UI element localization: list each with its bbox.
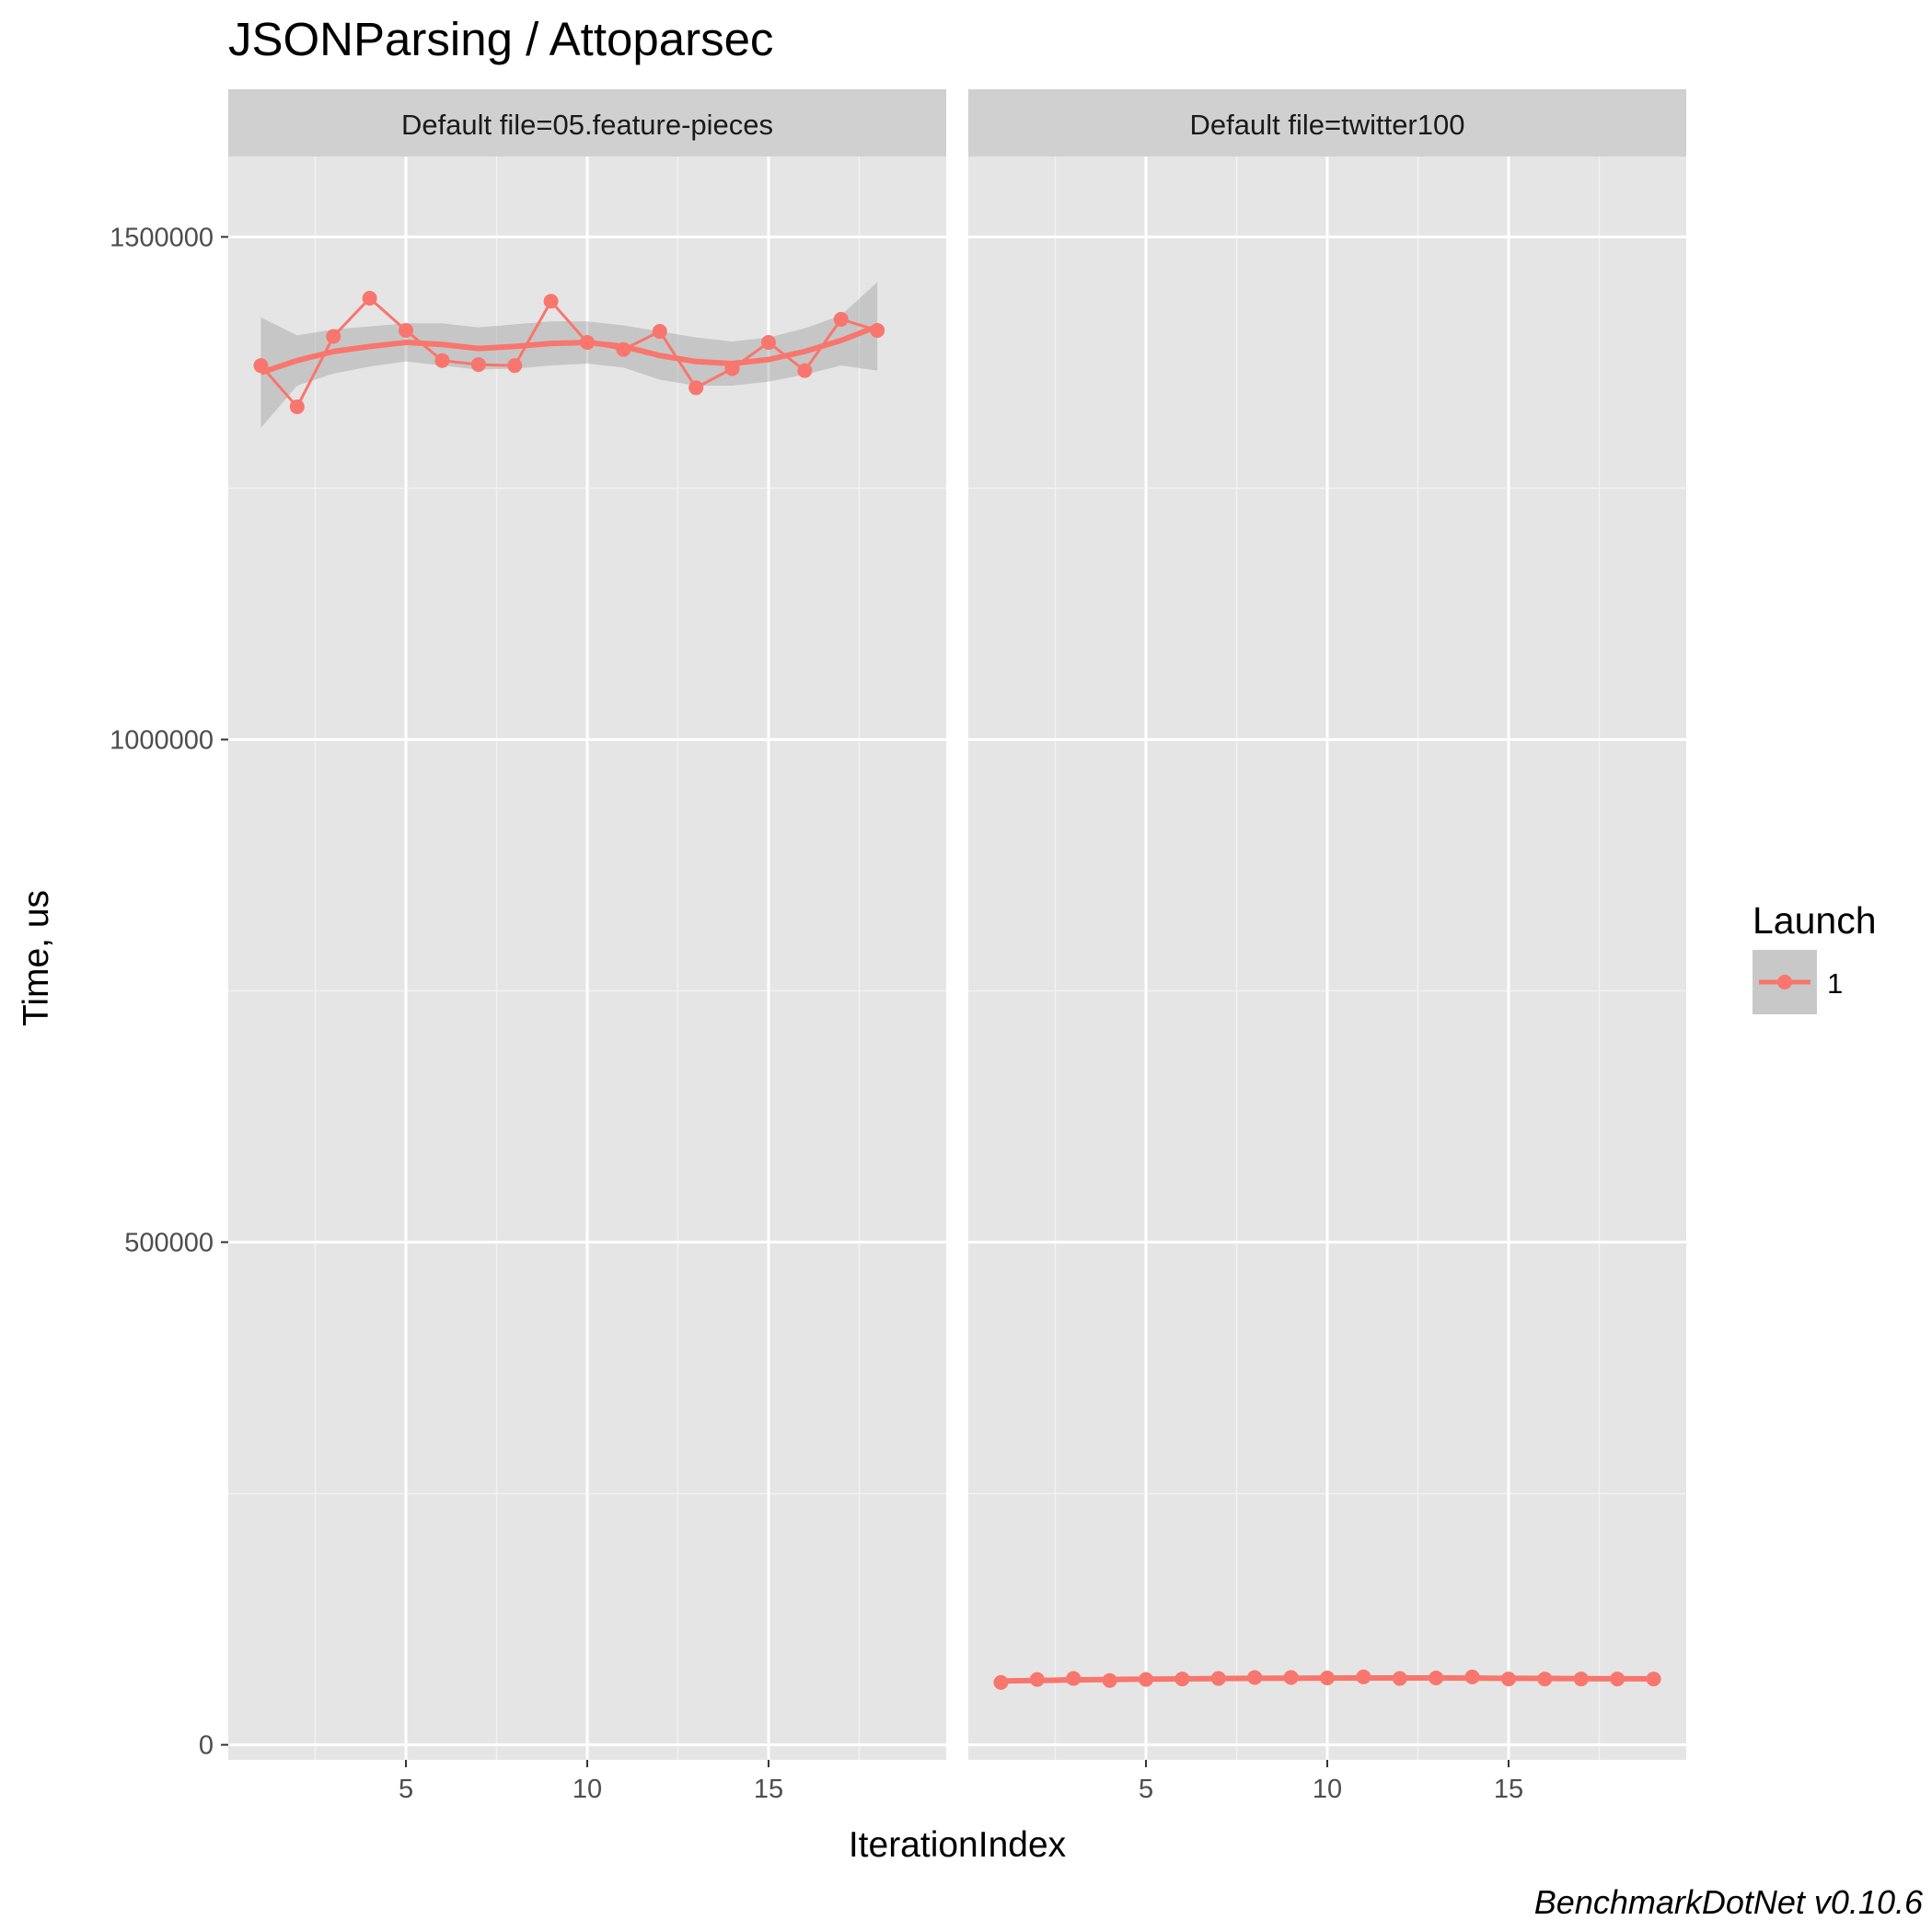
confidence-ribbon (260, 282, 878, 428)
data-point (326, 329, 341, 344)
data-point (1066, 1671, 1082, 1686)
data-point (652, 324, 667, 340)
x-tick-label: 5 (1139, 1775, 1153, 1804)
data-point (1210, 1671, 1226, 1686)
data-point (1356, 1669, 1371, 1684)
data-point (399, 322, 414, 338)
panel-grid (968, 156, 1686, 1760)
data-point (1283, 1670, 1299, 1685)
data-point (1500, 1672, 1516, 1687)
legend-key-point (1777, 975, 1792, 989)
chart-title: JSONParsing / Attoparsec (228, 13, 773, 65)
data-point (1610, 1672, 1625, 1687)
data-point (1464, 1669, 1480, 1684)
data-point (688, 380, 704, 396)
x-axis: 5 10 15 (399, 1760, 783, 1804)
data-point (470, 357, 486, 373)
data-point (507, 358, 523, 374)
data-point (797, 363, 813, 378)
y-axis-title: Time, us (17, 890, 56, 1026)
strip-label: Default file=05.feature-pieces (401, 109, 773, 141)
data-point (1429, 1670, 1444, 1685)
data-point (1174, 1672, 1190, 1687)
data-point (1646, 1672, 1661, 1687)
caption: BenchmarkDotNet v0.10.6 (1534, 1883, 1924, 1921)
data-point (833, 311, 849, 327)
data-point (580, 335, 595, 351)
strip-background (968, 89, 1686, 156)
data-point (362, 290, 377, 306)
series-line (260, 295, 878, 410)
legend-entry-label: 1 (1827, 967, 1843, 1000)
y-tick-label: 1500000 (110, 223, 214, 252)
x-tick-label: 10 (1313, 1775, 1342, 1804)
legend-title: Launch (1753, 899, 1877, 942)
data-point (289, 399, 305, 414)
data-point (616, 341, 631, 357)
data-point (253, 358, 269, 374)
data-point (1537, 1672, 1553, 1687)
data-point (1247, 1670, 1263, 1685)
strip-background (228, 89, 946, 156)
data-point (1573, 1672, 1589, 1687)
data-point (1392, 1671, 1407, 1686)
data-point (434, 353, 450, 368)
data-point (1029, 1672, 1045, 1687)
data-point (1139, 1672, 1154, 1687)
x-tick-label: 5 (399, 1775, 413, 1804)
x-axis-title: IterationIndex (849, 1825, 1067, 1865)
y-tick-label: 500000 (124, 1229, 214, 1258)
data-point (870, 322, 885, 338)
facet-panel-2: Default file=twitter100 5 10 15 (968, 89, 1686, 1804)
data-point (1102, 1672, 1117, 1688)
series-points (993, 1669, 1661, 1690)
x-tick-label: 15 (1494, 1775, 1523, 1804)
smooth-line (260, 323, 879, 376)
confidence-band (260, 282, 878, 428)
strip-label: Default file=twitter100 (1190, 109, 1465, 141)
series-points (253, 290, 885, 414)
y-axis: 0 500000 1000000 1500000 (110, 223, 228, 1761)
data-point (543, 294, 559, 309)
data-point (724, 361, 740, 376)
legend: Launch 1 (1753, 899, 1877, 1014)
y-tick-label: 0 (199, 1731, 214, 1761)
x-tick-label: 15 (754, 1775, 783, 1804)
y-tick-label: 1000000 (110, 725, 214, 755)
data-point (993, 1674, 1009, 1690)
panel-grid (228, 156, 946, 1760)
smooth-curve (260, 323, 879, 376)
facet-panel-1: Default file=05.feature-pieces 5 10 15 (228, 89, 946, 1804)
x-tick-label: 10 (573, 1775, 602, 1804)
x-axis: 5 10 15 (1139, 1760, 1523, 1804)
data-point (1320, 1670, 1335, 1685)
data-point (760, 335, 776, 351)
series-1-line (260, 295, 878, 410)
